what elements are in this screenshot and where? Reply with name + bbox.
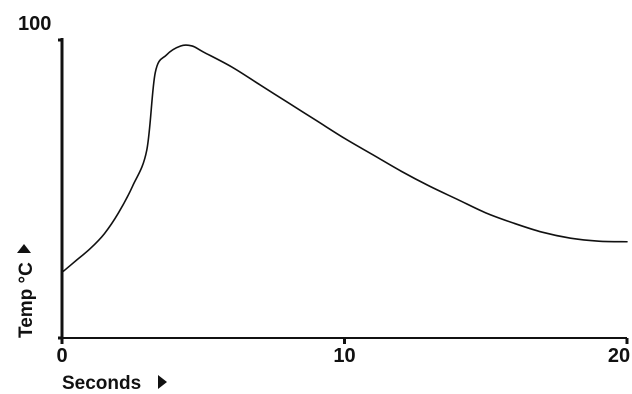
y-axis-arrow-icon [17, 244, 31, 253]
x-tick-label-20: 20 [608, 345, 630, 367]
y-axis-title: Temp °C [16, 262, 37, 338]
x-tick-label-10: 10 [333, 345, 355, 367]
y-tick-label-100: 100 [18, 13, 51, 35]
temperature-series-line [61, 44, 628, 274]
x-axis-arrow-icon [158, 375, 167, 389]
x-axis-title: Seconds [62, 373, 141, 394]
x-tick-label-0: 0 [56, 345, 67, 367]
